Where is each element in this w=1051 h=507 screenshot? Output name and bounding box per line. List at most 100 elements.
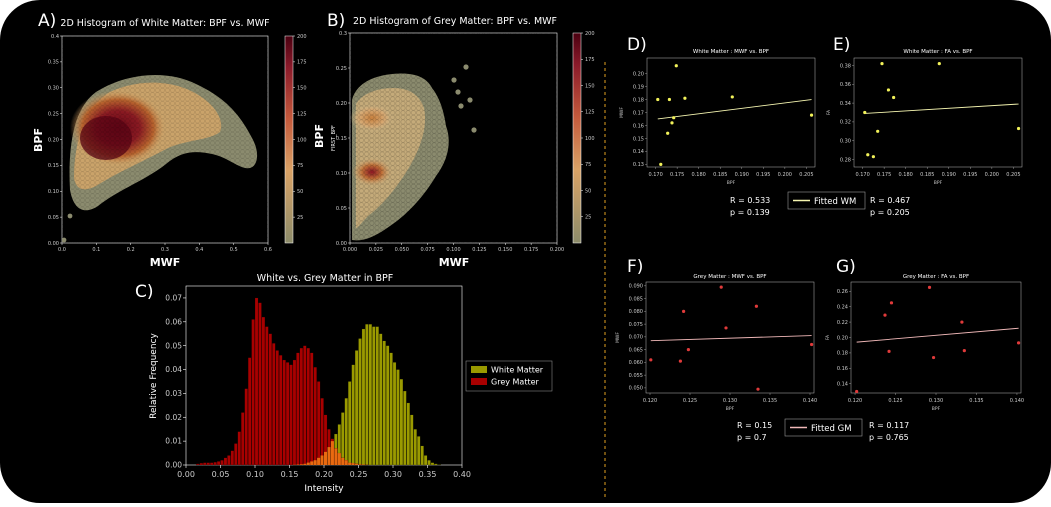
x-tick-label: 0.125	[888, 398, 902, 404]
scatter-point	[659, 163, 662, 166]
scatter-point	[938, 62, 941, 65]
x-tick-label: 0.175	[524, 247, 538, 253]
scatter-point	[756, 388, 759, 391]
scatter-xlabel: BPF	[932, 406, 941, 412]
colorbar-tick-label: 175	[585, 57, 595, 63]
y-tick-label: 0.15	[336, 136, 347, 142]
x-tick-label: 0.2	[127, 247, 135, 253]
x-tick-label: 0.130	[723, 398, 737, 404]
gm-outlier	[471, 127, 476, 132]
scatter-point	[683, 97, 686, 100]
scatter-plot-area	[646, 282, 814, 393]
panel-a-title: 2D Histogram of White Matter: BPF vs. MW…	[60, 18, 269, 29]
scatter-point	[679, 360, 682, 363]
gm-outlier	[467, 97, 472, 102]
stat-r-f: R = 0.15	[737, 421, 772, 430]
y-tick-label: 0.05	[48, 215, 59, 221]
y-tick-label: 0.24	[837, 304, 848, 310]
x-tick-label: 0.135	[969, 398, 983, 404]
histogram-bar-white-matter	[417, 436, 420, 465]
scatter-point	[666, 132, 669, 135]
histogram-bar-grey-matter	[248, 358, 251, 465]
x-tick-label: 0.25	[350, 470, 368, 479]
colorbar-tick-label: 150	[585, 83, 595, 89]
histogram-bar-overlap	[327, 447, 330, 465]
y-tick-label: 0.3	[339, 31, 347, 37]
y-tick-label: 0.32	[840, 120, 851, 126]
x-tick-label: 0.180	[692, 172, 706, 178]
histogram-bar-overlap	[338, 453, 341, 465]
scatter-ylabel: FA	[826, 109, 832, 115]
y-tick-label: 0.30	[48, 86, 59, 92]
x-tick-label: 0.120	[848, 398, 862, 404]
y-tick-label: 0.07	[165, 294, 182, 303]
y-tick-label: 0.13	[633, 162, 644, 168]
y-tick-label: 0.19	[633, 84, 644, 90]
y-tick-label: 0.17	[633, 110, 644, 116]
y-tick-label: 0.26	[837, 289, 848, 295]
colorbar-tick-label: 25	[585, 215, 591, 221]
scatter-point	[720, 286, 723, 289]
x-tick-label: 0.130	[929, 398, 943, 404]
gm-outlier	[455, 89, 460, 94]
scatter-point	[1017, 341, 1020, 344]
histogram-bar-white-matter	[434, 464, 437, 465]
scatter-point	[863, 111, 866, 114]
y-tick-label: 0.01	[165, 437, 182, 446]
histogram-bar-grey-matter	[245, 389, 248, 465]
histogram-bar-white-matter	[341, 412, 344, 465]
scatter-point	[855, 390, 858, 393]
scatter-point	[928, 286, 931, 289]
histogram-bar-overlap	[317, 458, 320, 465]
y-tick-label: 0.10	[336, 171, 347, 177]
y-tick-label: 0.060	[629, 360, 643, 366]
y-tick-label: 0.04	[165, 365, 182, 374]
x-tick-label: 0.170	[648, 172, 662, 178]
scatter-point	[887, 350, 890, 353]
panel-c-title: White vs. Grey Matter in BPF	[257, 273, 393, 284]
scatter-ylabel: MWF	[615, 332, 621, 343]
histogram-bar-white-matter	[372, 327, 375, 465]
scatter-point	[892, 96, 895, 99]
panel-letter-e: E)	[833, 35, 850, 55]
x-tick-label: 0.140	[803, 398, 817, 404]
histogram-bar-white-matter	[400, 379, 403, 465]
histogram-bar-grey-matter	[227, 455, 230, 465]
panel-b-title: 2D Histogram of Grey Matter: BPF vs. MWF	[353, 16, 557, 27]
scatter-point	[890, 301, 893, 304]
y-tick-label: 0.28	[840, 157, 851, 163]
panel-letter-f: F)	[627, 257, 643, 277]
y-tick-label: 0.25	[48, 111, 59, 117]
scatter-point	[887, 88, 890, 91]
histogram-bar-white-matter	[431, 463, 434, 465]
x-tick-label: 0.025	[369, 247, 383, 253]
histogram-bar-grey-matter	[262, 317, 265, 465]
x-tick-label: 0.175	[670, 172, 684, 178]
y-tick-label: 0.00	[165, 461, 182, 470]
y-tick-label: 0.070	[629, 335, 643, 341]
gm-density-map	[350, 33, 557, 243]
legend-label: White Matter	[491, 366, 544, 375]
histogram-bar-grey-matter	[279, 355, 282, 465]
gm-hex-grid	[350, 33, 557, 243]
histogram-bar-white-matter	[352, 365, 355, 465]
x-tick-label: 0.185	[713, 172, 727, 178]
x-tick-label: 0.170	[855, 172, 869, 178]
histogram-bar-white-matter	[410, 415, 413, 465]
x-tick-label: 0.000	[343, 247, 357, 253]
scatter-point	[656, 98, 659, 101]
histogram-bar-grey-matter	[269, 334, 272, 465]
x-tick-label: 0.190	[942, 172, 956, 178]
y-tick-label: 0.4	[51, 34, 59, 40]
scatter-ylabel: FA	[825, 334, 831, 340]
histogram-bar-overlap	[348, 463, 351, 465]
histogram-bar-white-matter	[414, 429, 417, 465]
x-tick-label: 0.40	[453, 470, 471, 479]
panel-b: B) 2D Histogram of Grey Matter: BPF vs. …	[313, 11, 595, 269]
histogram-bar-overlap	[321, 455, 324, 465]
gm-outlier	[458, 103, 463, 108]
x-tick-label: 0.205	[1006, 172, 1020, 178]
histogram-bar-overlap	[324, 452, 327, 465]
x-tick-label: 0.150	[498, 247, 512, 253]
